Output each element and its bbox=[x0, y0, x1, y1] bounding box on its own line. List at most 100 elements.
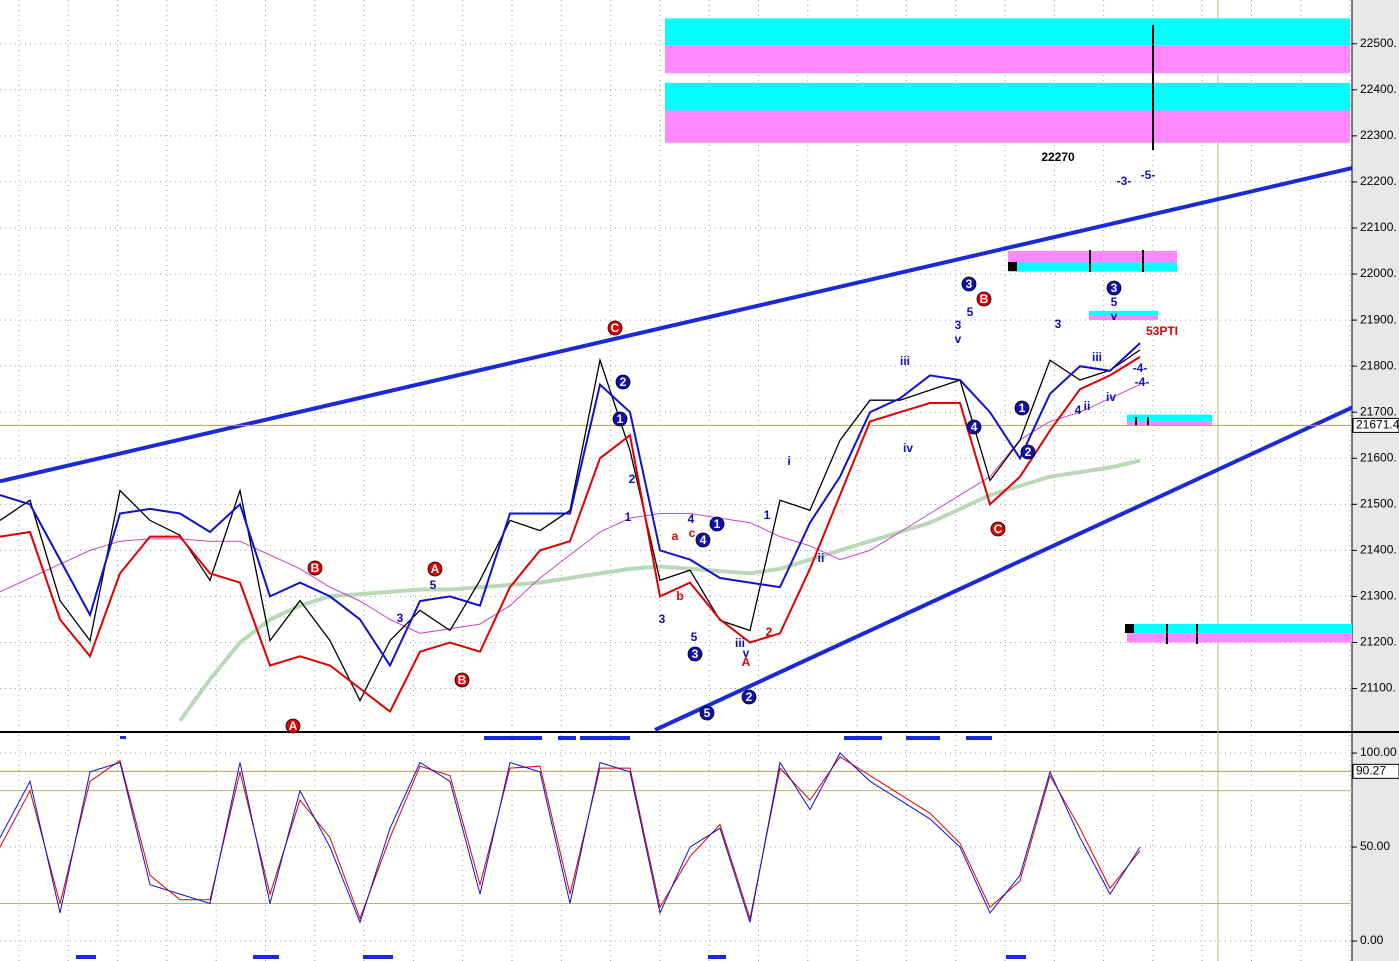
wave-marker bbox=[1020, 444, 1036, 460]
wave-label: 3 bbox=[955, 318, 962, 332]
wave-label: C bbox=[611, 321, 620, 335]
wave-label: ii bbox=[818, 551, 825, 565]
wave-marker bbox=[709, 516, 725, 532]
wave-label: 2 bbox=[746, 690, 753, 704]
wave-label: 2 bbox=[620, 375, 627, 389]
target-zone bbox=[1127, 624, 1352, 634]
y-tick-label: 21200. bbox=[1360, 635, 1397, 649]
wave-marker bbox=[695, 532, 711, 548]
wave-label: 3 bbox=[692, 647, 699, 661]
signal-bar bbox=[76, 955, 96, 959]
target-zone bbox=[1089, 315, 1158, 321]
wave-label: 3 bbox=[1111, 281, 1118, 295]
trend-line bbox=[0, 166, 1353, 484]
wave-label: A bbox=[742, 655, 751, 669]
wave-marker bbox=[607, 320, 623, 336]
wave-label: ii bbox=[1084, 399, 1091, 413]
wave-label: 22270 bbox=[1041, 150, 1075, 164]
wave-label: 3 bbox=[659, 612, 666, 626]
wave-label: -4- bbox=[1133, 361, 1148, 375]
wave-label: 2 bbox=[629, 472, 636, 486]
wave-label: 3 bbox=[1055, 317, 1062, 331]
wave-label: 2 bbox=[766, 625, 773, 639]
wave-label: 1 bbox=[764, 508, 771, 522]
series-line bbox=[0, 356, 1141, 714]
wave-label: 1 bbox=[625, 510, 632, 524]
wave-label: iv bbox=[903, 441, 913, 455]
wave-label: 4 bbox=[1075, 403, 1082, 417]
wave-marker bbox=[307, 560, 323, 576]
target-zone bbox=[1127, 421, 1212, 427]
wave-label: v bbox=[1111, 309, 1118, 323]
wave-label: 1 bbox=[714, 517, 721, 531]
wave-marker bbox=[427, 561, 443, 577]
wave-marker bbox=[1014, 400, 1030, 416]
wave-marker bbox=[615, 374, 631, 390]
y-tick-label: 50.00 bbox=[1360, 839, 1390, 853]
wave-marker bbox=[699, 705, 715, 721]
target-zone bbox=[1089, 310, 1158, 316]
axis-panel bbox=[1352, 0, 1399, 961]
y-tick-label: 21800. bbox=[1360, 358, 1397, 372]
target-zone bbox=[1008, 251, 1177, 263]
wave-label: 5 bbox=[1111, 295, 1118, 309]
wave-label: 1 bbox=[1019, 401, 1026, 415]
series-line bbox=[0, 756, 1141, 921]
series-line bbox=[0, 752, 1141, 924]
price-marker-label: 90.27 bbox=[1356, 764, 1386, 778]
trend-line bbox=[654, 405, 1353, 732]
series-line bbox=[0, 384, 1141, 634]
wave-label: 5 bbox=[967, 305, 974, 319]
wave-label: 4 bbox=[971, 420, 978, 434]
y-tick-label: 22100. bbox=[1360, 220, 1397, 234]
wave-label: B bbox=[458, 673, 467, 687]
wave-marker bbox=[1106, 280, 1122, 296]
wave-marker bbox=[990, 521, 1006, 537]
signal-bar bbox=[844, 736, 882, 740]
wave-label: iii bbox=[735, 636, 745, 650]
y-tick-label: 100.00 bbox=[1360, 745, 1397, 759]
wave-marker bbox=[966, 419, 982, 435]
signal-bar bbox=[484, 736, 542, 740]
wave-label: 53PTI bbox=[1146, 324, 1178, 338]
y-tick-label: 21500. bbox=[1360, 496, 1397, 510]
target-zone bbox=[665, 110, 1350, 143]
wave-label: c bbox=[689, 526, 696, 540]
price-marker-box bbox=[1352, 763, 1399, 779]
signal-bar bbox=[120, 736, 126, 739]
wave-label: 4 bbox=[688, 512, 695, 526]
target-zone bbox=[665, 18, 1350, 46]
y-tick-label: 22400. bbox=[1360, 82, 1397, 96]
y-tick-label: 0.00 bbox=[1360, 933, 1384, 947]
wave-label: 5 bbox=[430, 578, 437, 592]
y-tick-label: 21600. bbox=[1360, 450, 1397, 464]
target-zone bbox=[1127, 633, 1352, 643]
wave-marker bbox=[741, 689, 757, 705]
wave-label: a bbox=[672, 529, 679, 543]
y-tick-label: 21300. bbox=[1360, 589, 1397, 603]
wave-label: iii bbox=[1092, 350, 1102, 364]
wave-label: 5 bbox=[704, 706, 711, 720]
signal-bar bbox=[708, 955, 726, 959]
y-tick-label: 22500. bbox=[1360, 36, 1397, 50]
zone-anchor bbox=[1008, 262, 1017, 271]
signal-bar bbox=[363, 955, 393, 959]
signal-bar bbox=[253, 955, 279, 959]
y-tick-label: 21100. bbox=[1360, 681, 1396, 695]
wave-label: 4 bbox=[700, 533, 707, 547]
series-line bbox=[0, 342, 1141, 668]
wave-label: 3 bbox=[966, 277, 973, 291]
y-tick-label: 22300. bbox=[1360, 128, 1397, 142]
wave-label: -4- bbox=[1135, 375, 1150, 389]
wave-label: v bbox=[955, 332, 962, 346]
y-tick-label: 22000. bbox=[1360, 266, 1397, 280]
wave-marker bbox=[976, 291, 992, 307]
wave-label: B bbox=[980, 292, 989, 306]
wave-label: iii bbox=[900, 354, 910, 368]
wave-label: v bbox=[743, 646, 750, 660]
signal-bar bbox=[906, 736, 940, 740]
target-zone bbox=[1127, 414, 1212, 422]
